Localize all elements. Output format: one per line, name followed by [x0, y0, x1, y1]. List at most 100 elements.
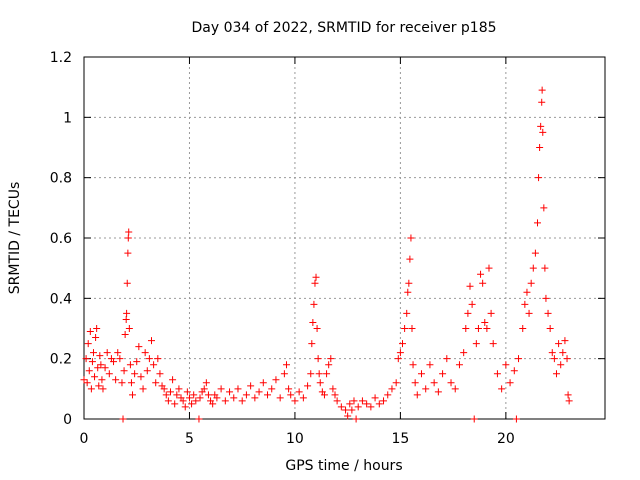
- data-point: [555, 340, 563, 348]
- data-point: [99, 385, 107, 393]
- data-point: [531, 249, 539, 257]
- data-point: [183, 388, 191, 396]
- data-point: [190, 391, 198, 399]
- data-point: [443, 355, 451, 363]
- data-point: [371, 394, 379, 402]
- data-point: [363, 400, 371, 408]
- data-point: [82, 355, 90, 363]
- data-point: [101, 364, 109, 372]
- data-point: [125, 325, 133, 332]
- data-point: [536, 144, 544, 151]
- data-point: [468, 300, 476, 308]
- data-point: [126, 361, 134, 369]
- data-point: [538, 98, 546, 106]
- chart-title: Day 034 of 2022, SRMTID for receiver p18…: [191, 20, 496, 36]
- data-point: [404, 288, 412, 296]
- data-point: [350, 397, 358, 405]
- data-point: [123, 309, 131, 317]
- data-point: [375, 400, 383, 408]
- data-point: [169, 376, 177, 384]
- data-point: [409, 361, 417, 369]
- data-point: [439, 370, 447, 378]
- data-point: [413, 391, 421, 399]
- data-point: [403, 309, 411, 317]
- data-point: [405, 279, 413, 287]
- data-point: [123, 279, 131, 287]
- data-point: [426, 361, 434, 369]
- data-point: [264, 391, 272, 399]
- data-point: [204, 391, 212, 399]
- data-point: [406, 255, 414, 263]
- x-tick-label: 0: [80, 431, 89, 447]
- data-point: [561, 337, 569, 345]
- data-point: [401, 325, 409, 332]
- data-point: [515, 355, 523, 363]
- data-point: [202, 379, 210, 387]
- y-tick-label: 0.2: [50, 352, 72, 368]
- data-point: [242, 391, 250, 399]
- data-point: [92, 334, 100, 342]
- data-point: [98, 376, 106, 384]
- y-tick-label: 0: [63, 412, 72, 428]
- data-point: [540, 204, 548, 212]
- data-point: [329, 385, 337, 393]
- data-point: [150, 361, 158, 369]
- data-point: [466, 282, 474, 290]
- data-point: [316, 379, 324, 387]
- data-point: [188, 400, 196, 408]
- data-point: [175, 385, 183, 393]
- data-point: [200, 385, 208, 393]
- data-point: [523, 288, 531, 296]
- data-point: [472, 340, 480, 348]
- data-point: [291, 397, 299, 405]
- data-point: [181, 403, 189, 411]
- data-point: [118, 379, 126, 387]
- data-point: [487, 309, 495, 317]
- y-axis-label: SRMTID / TECUs: [7, 182, 23, 295]
- data-point: [348, 406, 356, 414]
- data-point: [85, 367, 93, 375]
- data-point: [285, 385, 293, 393]
- data-point: [171, 400, 179, 408]
- data-point: [309, 318, 317, 326]
- data-point: [337, 403, 345, 411]
- data-point: [519, 325, 527, 332]
- data-point: [147, 337, 155, 345]
- data-point: [544, 309, 552, 317]
- data-series-srmtid: [80, 86, 573, 423]
- data-point: [358, 397, 366, 405]
- data-point: [314, 355, 322, 363]
- data-point: [185, 394, 193, 402]
- data-point: [512, 415, 520, 423]
- data-point: [105, 370, 113, 378]
- data-point: [537, 122, 545, 130]
- data-point: [121, 331, 129, 339]
- data-point: [103, 349, 111, 357]
- data-point: [477, 270, 485, 278]
- data-point: [557, 361, 565, 369]
- data-point: [447, 379, 455, 387]
- data-point: [112, 376, 120, 384]
- data-point: [120, 367, 128, 375]
- data-point: [493, 370, 501, 378]
- data-point: [94, 364, 102, 372]
- data-point: [407, 234, 415, 242]
- data-point: [129, 391, 137, 399]
- data-point: [408, 325, 416, 332]
- x-tick-label: 10: [286, 431, 304, 447]
- data-point: [209, 400, 217, 408]
- data-point: [506, 379, 514, 387]
- grid: [84, 57, 605, 419]
- data-point: [388, 385, 396, 393]
- data-point: [116, 355, 124, 363]
- x-axis-label: GPS time / hours: [285, 458, 402, 474]
- data-point: [342, 406, 350, 414]
- data-point: [230, 394, 238, 402]
- data-point: [417, 370, 425, 378]
- data-point: [255, 388, 263, 396]
- data-point: [331, 391, 339, 399]
- data-point: [89, 349, 97, 357]
- data-point: [127, 379, 135, 387]
- data-point: [135, 343, 143, 351]
- data-point: [234, 385, 242, 393]
